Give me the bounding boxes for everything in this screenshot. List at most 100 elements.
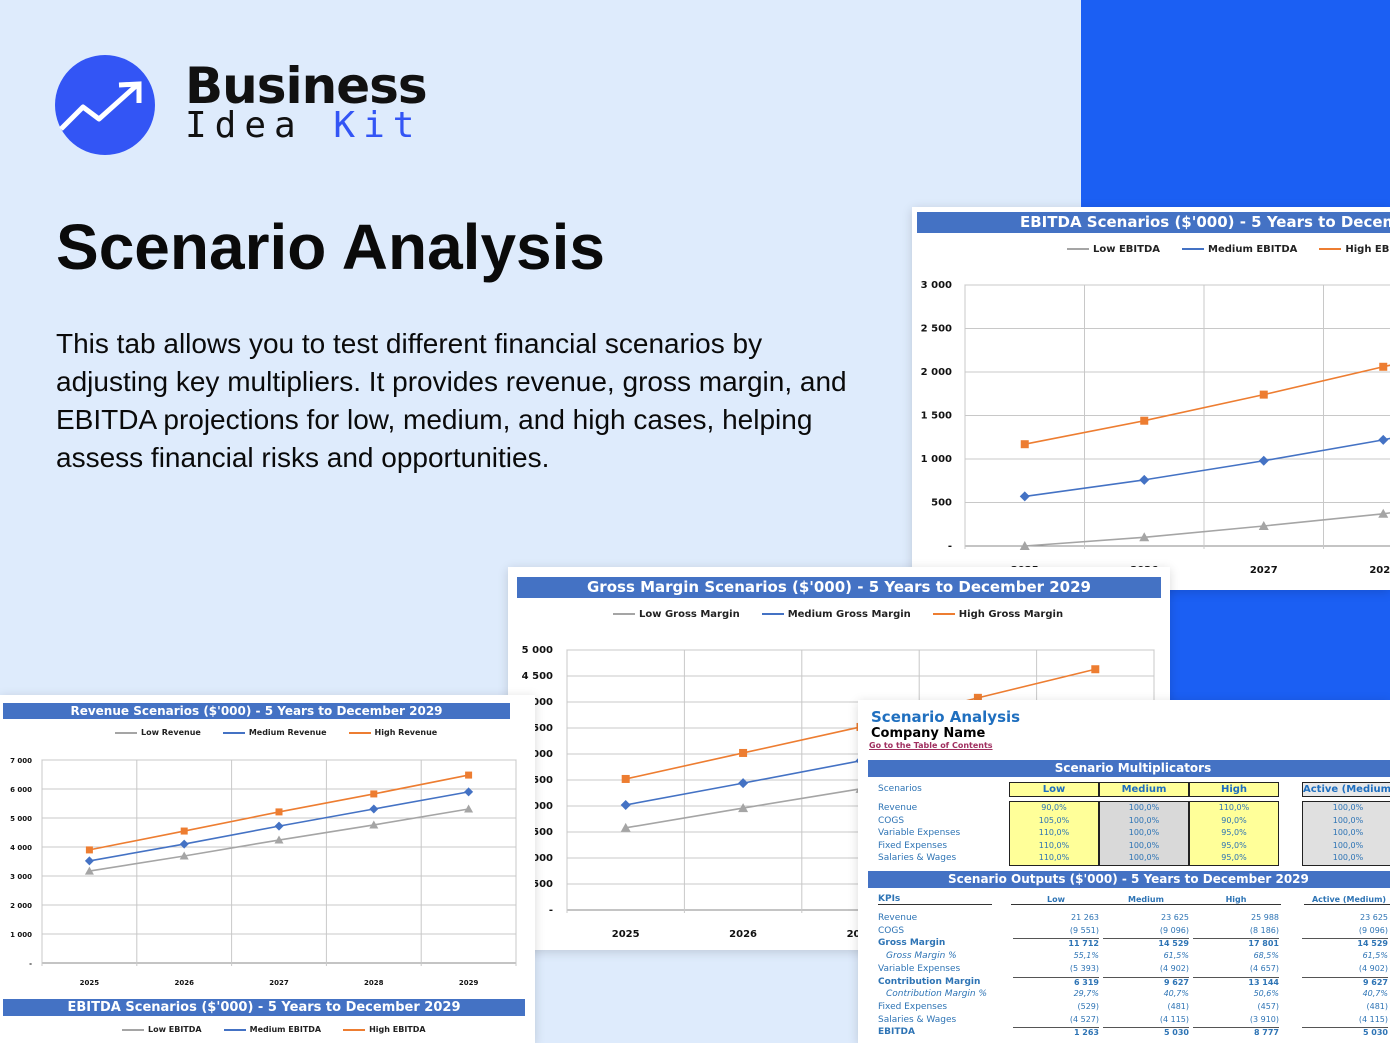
data-point [973, 693, 982, 702]
output-value: 1 263 [1013, 1027, 1099, 1037]
multiplier-input-block[interactable] [1009, 801, 1099, 866]
y-tick-label: 1 500 [921, 411, 952, 422]
output-row-label: EBITDA [878, 1027, 915, 1038]
scenario-header-medium: Medium [1099, 782, 1189, 797]
multiplier-input-block[interactable] [1302, 801, 1390, 866]
y-tick-label: 4 500 [522, 671, 553, 682]
output-column-header: Active (Medium) [1304, 895, 1390, 905]
output-row-label: Contribution Margin [878, 976, 981, 987]
output-value: (4 115) [1358, 1014, 1388, 1024]
output-value: 6 319 [1013, 976, 1099, 987]
output-value: 11 712 [1013, 938, 1099, 948]
data-point [369, 820, 379, 829]
chart-title: Gross Margin Scenarios ($'000) - 5 Years… [517, 577, 1161, 598]
data-point [84, 856, 94, 866]
output-row-label: Gross Margin % [886, 951, 957, 962]
legend-swatch-icon [122, 1028, 144, 1031]
y-tick-label: 3 000 [10, 873, 32, 881]
data-point [464, 804, 474, 813]
legend-swatch-icon [222, 731, 245, 734]
output-value: 9 627 [1103, 976, 1189, 987]
y-tick-label: 1 000 [921, 454, 952, 465]
legend-entry: High Revenue [348, 728, 437, 737]
output-value: (9 551) [1069, 925, 1099, 935]
data-point [1259, 390, 1268, 399]
x-tick-label: 2027 [269, 979, 289, 987]
output-value: 25 988 [1251, 913, 1279, 922]
legend-swatch-icon [613, 613, 635, 615]
scenarios-label: Scenarios [878, 784, 922, 794]
legend-label: Low Revenue [141, 728, 201, 737]
output-value: 68,5% [1253, 951, 1279, 961]
active-multiplier-value: 100,0% [1332, 815, 1364, 825]
multiplier-input-block[interactable] [1189, 801, 1279, 866]
legend-label: High EBITDA [1345, 244, 1390, 255]
multiplier-value: 90,0% [1221, 815, 1247, 825]
brand-word-idea: Idea [185, 105, 304, 146]
brand-name-line2: Idea Kit [185, 105, 422, 146]
page-title: Scenario Analysis [56, 211, 605, 283]
legend-swatch-icon [348, 731, 371, 734]
output-column-header: Medium [1101, 895, 1191, 905]
output-value: 55,1% [1073, 951, 1099, 961]
output-value: 40,7% [1163, 989, 1189, 999]
data-point [1139, 474, 1150, 485]
multiplier-value: 110,0% [1038, 853, 1070, 863]
output-row-label: Variable Expenses [878, 963, 961, 974]
data-point [1020, 440, 1029, 449]
data-point [1258, 520, 1269, 530]
output-value: (481) [1167, 1001, 1189, 1011]
x-tick-label: 2026 [729, 929, 757, 940]
series-line-low-ebitda [1024, 512, 1390, 547]
legend-entry: Medium Revenue [222, 728, 327, 737]
output-row-label: Fixed Expenses [878, 1001, 948, 1012]
series-line-medium-ebitda [1024, 437, 1390, 498]
multiplier-value: 110,0% [1038, 840, 1070, 850]
data-point [85, 846, 93, 854]
output-value: (9 096) [1159, 925, 1189, 935]
multiplier-value: 110,0% [1218, 803, 1250, 812]
output-value: 40,7% [1362, 989, 1388, 999]
chart-legend: Low Revenue Medium Revenue High Revenue [115, 728, 437, 737]
output-value: 29,7% [1073, 989, 1099, 999]
y-tick-label: - [549, 905, 553, 916]
output-value: (4 902) [1358, 963, 1388, 973]
revenue-chart-card: - 1 000 2 000 3 000 4 000 5 000 6 000 7 000 2025… [0, 695, 535, 1043]
data-point [1019, 491, 1030, 502]
active-scenario-header: Active (Medium) [1302, 782, 1390, 797]
multiplier-value: 100,0% [1128, 840, 1160, 850]
active-multiplier-value: 100,0% [1332, 853, 1364, 863]
data-point [1378, 434, 1389, 445]
multiplier-value: 100,0% [1128, 803, 1160, 812]
plot-area [41, 759, 517, 964]
y-tick-label: 6 000 [10, 786, 32, 794]
data-point [620, 799, 631, 810]
scenario-header-high: High [1189, 782, 1279, 797]
output-value: 21 263 [1071, 913, 1099, 922]
y-tick-label: 2 500 [921, 324, 952, 335]
multiplier-input-block[interactable] [1099, 801, 1189, 866]
multiplier-value: 90,0% [1041, 803, 1067, 812]
toc-link[interactable]: Go to the Table of Contents [869, 741, 993, 750]
output-value: 23 625 [1360, 913, 1388, 922]
chart-title: Revenue Scenarios ($'000) - 5 Years to D… [3, 703, 510, 719]
multiplier-value: 95,0% [1221, 853, 1247, 863]
output-value: (5 393) [1069, 963, 1099, 973]
legend-swatch-icon [223, 1028, 246, 1031]
output-value: 50,6% [1253, 989, 1279, 999]
output-value: (9 096) [1358, 925, 1388, 935]
y-tick-label: 3 000 [522, 749, 553, 760]
data-point [464, 787, 474, 797]
output-value: (4 657) [1249, 963, 1279, 973]
trending-up-arrow-icon [55, 55, 155, 155]
data-point [738, 778, 749, 789]
output-column-header: Low [1011, 895, 1101, 905]
data-point [1378, 508, 1389, 518]
y-tick-label: 500 [532, 879, 553, 890]
multiplier-row-label: Fixed Expenses [878, 840, 948, 851]
output-value: (457) [1257, 1001, 1279, 1011]
sheet-title: Scenario Analysis [871, 708, 1021, 726]
data-point [738, 803, 749, 813]
multiplier-value: 110,0% [1038, 828, 1070, 838]
output-value: 17 801 [1193, 938, 1279, 948]
